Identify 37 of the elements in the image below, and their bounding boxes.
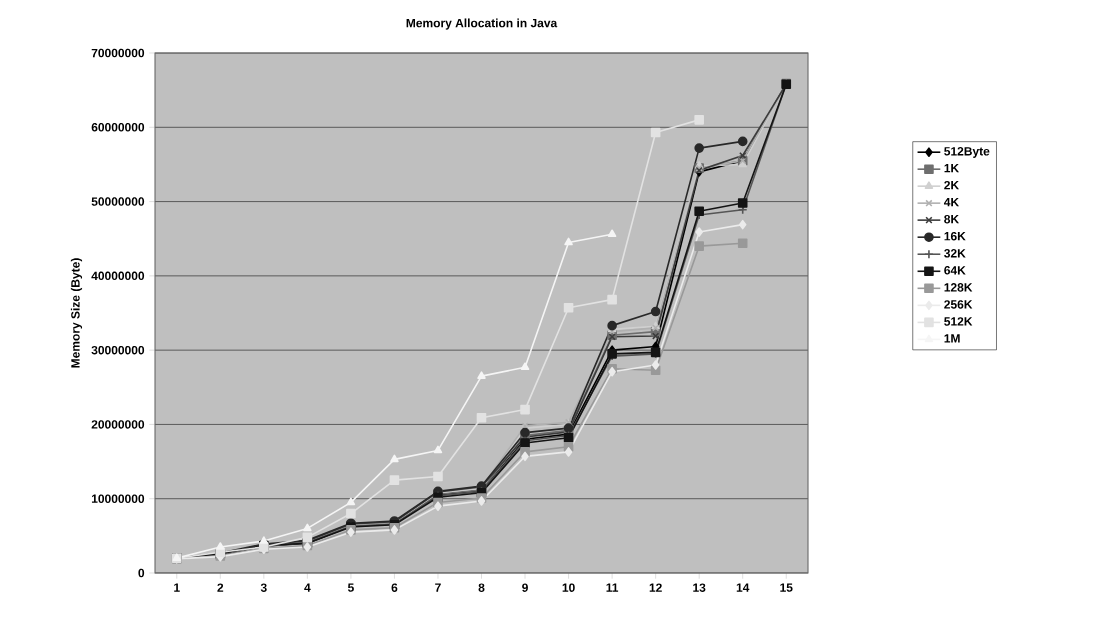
y-tick-label: 10000000 (91, 494, 145, 503)
x-tick-label: 3 (260, 583, 267, 592)
y-tick-label: 20000000 (91, 420, 145, 429)
legend-label: 256K (944, 300, 973, 309)
x-tick-label: 11 (606, 583, 619, 592)
y-tick-label: 40000000 (91, 271, 145, 281)
x-tick-label: 4 (304, 583, 311, 592)
x-tick-label: 12 (649, 583, 662, 592)
legend-label: 32K (944, 249, 966, 258)
legend-label: 64K (944, 266, 966, 275)
legend-label: 1K (944, 164, 960, 173)
legend-label: 512Byte (944, 147, 990, 158)
legend-label: 512K (944, 317, 973, 326)
x-tick-label: 1 (174, 583, 180, 592)
legend-label: 4K (943, 198, 960, 207)
x-tick-label: 9 (522, 583, 528, 592)
legend-label: 1M (944, 334, 960, 343)
chart-title: Memory Allocation in Java (406, 18, 558, 30)
x-tick-label: 10 (562, 583, 575, 592)
y-tick-label: 30000000 (91, 345, 145, 355)
y-tick-label: 50000000 (91, 197, 145, 206)
x-tick-label: 6 (391, 583, 398, 592)
x-tick-label: 14 (736, 583, 750, 592)
x-tick-label: 5 (347, 583, 354, 592)
x-tick-label: 13 (693, 583, 706, 592)
y-tick-label: 0 (138, 568, 145, 578)
x-tick-label: 8 (478, 583, 485, 592)
y-tick-label: 70000000 (91, 48, 145, 58)
x-tick-label: 7 (435, 583, 441, 592)
y-tick-label: 60000000 (91, 123, 145, 132)
y-axis-title: Memory Size (Byte) (70, 258, 83, 368)
legend-label: 8K (944, 214, 960, 224)
x-tick-label: 2 (217, 583, 224, 592)
legend-label: 16K (944, 231, 966, 241)
legend-label: 2K (944, 180, 960, 190)
x-tick-label: 15 (780, 583, 793, 592)
legend-label: 128K (944, 283, 973, 292)
